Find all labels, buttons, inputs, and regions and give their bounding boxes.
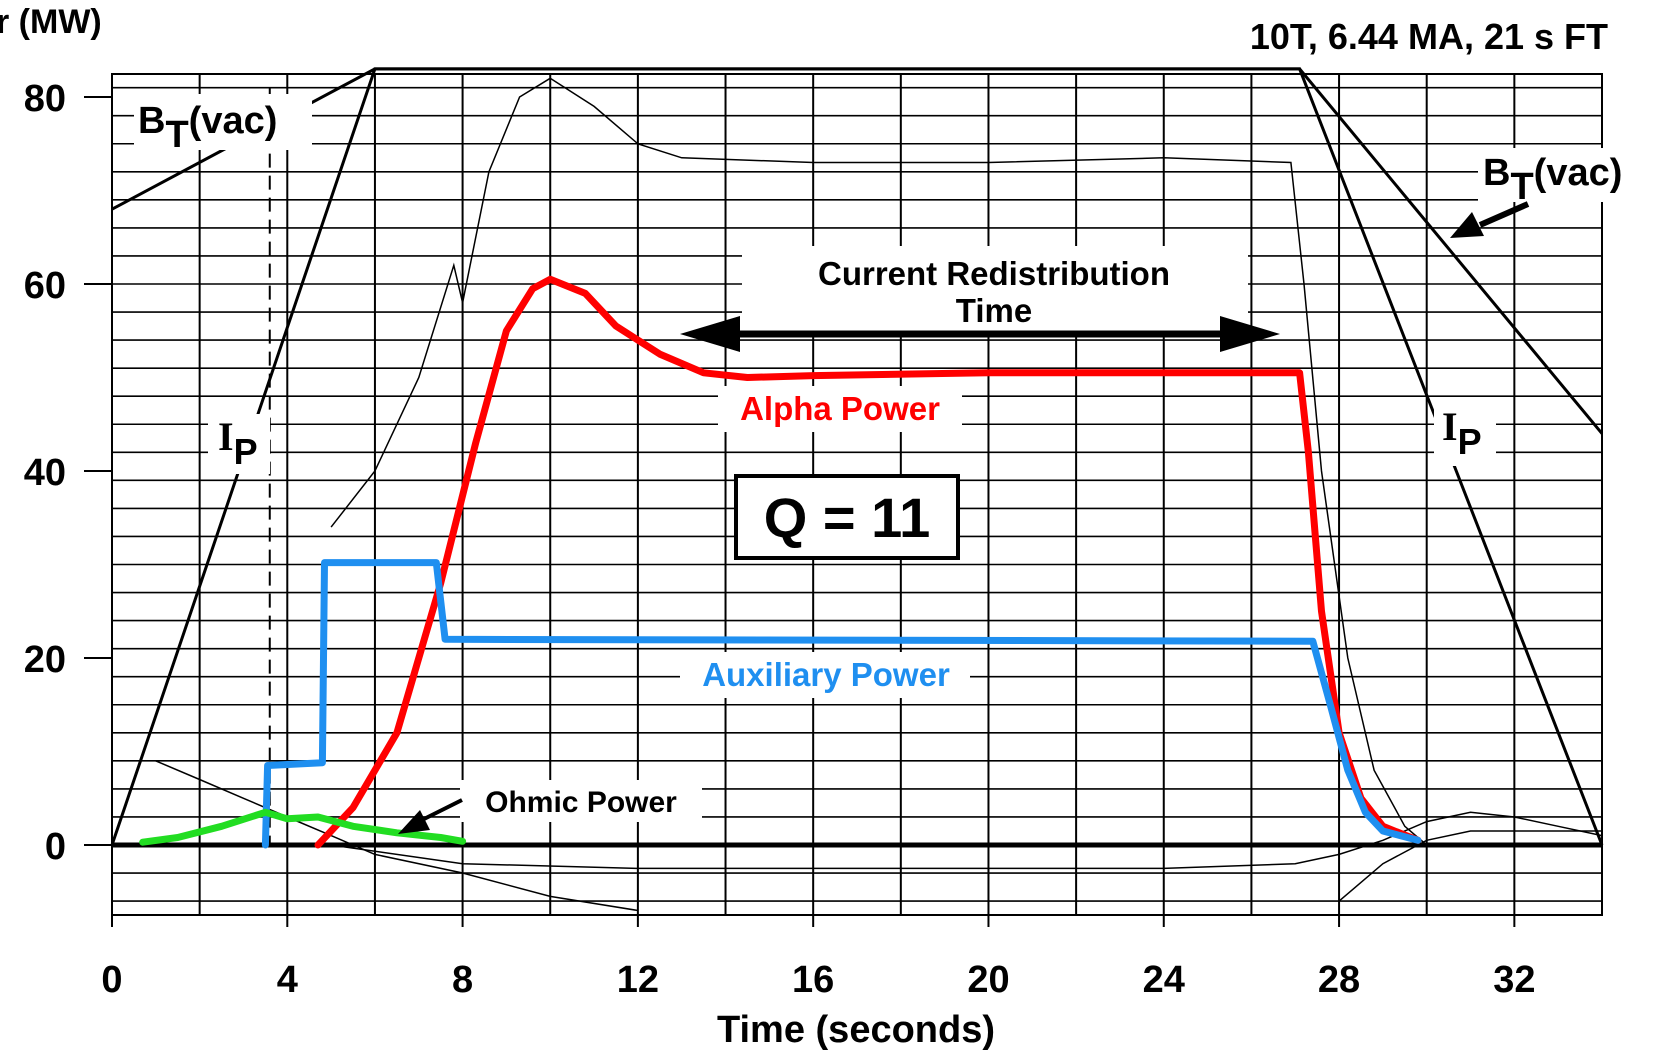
bt-left-rest: (vac) <box>189 100 278 142</box>
x-axis-title: Time (seconds) <box>717 1009 995 1051</box>
trace-lower <box>330 811 1603 870</box>
bt-right-rest: (vac) <box>1534 152 1623 194</box>
q-value-box: Q = 11 <box>734 474 960 560</box>
ip-left-main: I <box>218 414 234 459</box>
plot-frame <box>111 73 1603 916</box>
current-redistribution-line1: Current Redistribution <box>818 255 1170 292</box>
bt-left-main: B <box>138 100 165 142</box>
y-tick-label: 0 <box>45 826 66 868</box>
bt-vac-label-left: BT(vac) <box>134 94 312 156</box>
x-tick-label: 8 <box>452 959 473 1001</box>
bt-right-sub: T <box>1510 166 1533 208</box>
x-tick-label: 24 <box>1143 959 1185 1001</box>
trace-total-power <box>330 77 1428 846</box>
ohmic-power-arrow <box>398 798 463 834</box>
ohmic-power-text: Ohmic Power <box>485 786 677 819</box>
svg-text:BT(vac): BT(vac) <box>1483 152 1622 208</box>
bt-vac-arrow-right <box>1450 201 1530 238</box>
bt-left-sub: T <box>165 114 188 156</box>
auxiliary-power-text: Auxiliary Power <box>702 656 950 693</box>
current-redistribution-line2: Time <box>956 292 1032 329</box>
y-tick-label: 60 <box>24 265 66 307</box>
svg-text:IP: IP <box>218 414 258 472</box>
series-line-auxiliary-power <box>261 559 1422 849</box>
x-tick-label: 16 <box>792 959 834 1001</box>
svg-text:BT(vac): BT(vac) <box>138 100 277 156</box>
x-tick-label: 0 <box>101 959 122 1001</box>
y-axis-title: r (MW) <box>0 3 102 41</box>
ohmic-power-label: Ohmic Power <box>460 780 702 822</box>
x-tick-label: 20 <box>967 959 1009 1001</box>
chart-title: 10T, 6.44 MA, 21 s FT <box>1250 16 1608 57</box>
q-value-text: Q = 11 <box>764 486 931 549</box>
x-tick-label: 12 <box>617 959 659 1001</box>
trace-lower-2 <box>1338 830 1602 902</box>
ip-right-sub: P <box>1458 421 1482 462</box>
svg-text:IP: IP <box>1442 404 1482 462</box>
bt-right-main: B <box>1483 152 1510 194</box>
alpha-power-text: Alpha Power <box>740 390 940 427</box>
y-tick-label: 20 <box>24 639 66 681</box>
series-line-ohmic-power <box>139 808 467 846</box>
bt-vac-label-right: BT(vac) <box>1478 148 1660 208</box>
ip-left-sub: P <box>234 431 258 472</box>
redistribution-double-arrow <box>680 316 1280 352</box>
ip-label-left: IP <box>208 414 270 474</box>
current-redistribution-label: Current Redistribution Time <box>742 246 1248 332</box>
series-lines <box>139 275 1422 849</box>
x-tick-label: 28 <box>1318 959 1360 1001</box>
ip-label-right: IP <box>1434 404 1496 466</box>
ip-right-main: I <box>1442 404 1458 449</box>
y-tick-label: 40 <box>24 452 66 494</box>
tick-labels: 0 4 8 12 16 20 24 28 32 0 20 40 60 80 <box>24 78 1536 1001</box>
y-tick-label: 80 <box>24 78 66 120</box>
auxiliary-power-label: Auxiliary Power <box>680 652 970 698</box>
x-tick-label: 4 <box>277 959 298 1001</box>
x-tick-label: 32 <box>1493 959 1535 1001</box>
series-line-alpha--power <box>314 275 1422 849</box>
alpha-power-label: Alpha Power <box>718 386 962 432</box>
